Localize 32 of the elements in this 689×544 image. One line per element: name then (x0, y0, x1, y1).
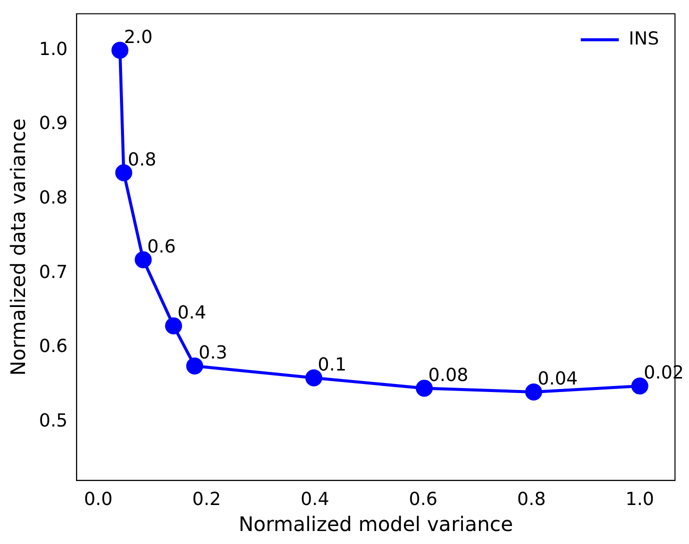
x-axis-title: Normalized model variance (238, 512, 514, 536)
x-tick-label: 1.0 (625, 488, 654, 510)
point (305, 369, 322, 386)
point (115, 164, 132, 182)
annotation: 0.04 (538, 368, 578, 390)
point (631, 378, 648, 395)
annotation: 0.08 (428, 364, 468, 386)
y-tick-label: 0.6 (38, 336, 68, 358)
annotation: 0.6 (147, 236, 176, 258)
y-tick-label: 0.9 (38, 113, 68, 134)
point (134, 251, 152, 268)
annotation: 0.1 (318, 354, 346, 376)
legend-label: INS (628, 28, 660, 50)
annotation: 0.8 (128, 149, 156, 170)
y-axis-title: Normalized data variance (6, 118, 30, 376)
x-tick-label: 0.0 (84, 488, 113, 510)
y-tick-label: 1.0 (38, 38, 68, 60)
annotation: 0.4 (178, 302, 206, 324)
x-tick-label: 0.4 (300, 488, 330, 510)
y-tick-label: 0.5 (38, 410, 68, 432)
x-tick-label: 0.8 (517, 488, 546, 510)
x-tick-label: 0.6 (408, 488, 438, 510)
annotation: 2.0 (124, 26, 153, 48)
point (525, 383, 542, 400)
y-tick-label: 0.8 (38, 187, 68, 208)
point (186, 357, 204, 374)
x-tick-label: 0.2 (192, 488, 221, 510)
point (416, 380, 433, 397)
y-tick-label: 0.7 (38, 262, 68, 283)
annotation: 0.3 (198, 342, 228, 364)
point (165, 317, 182, 334)
point (111, 42, 128, 59)
